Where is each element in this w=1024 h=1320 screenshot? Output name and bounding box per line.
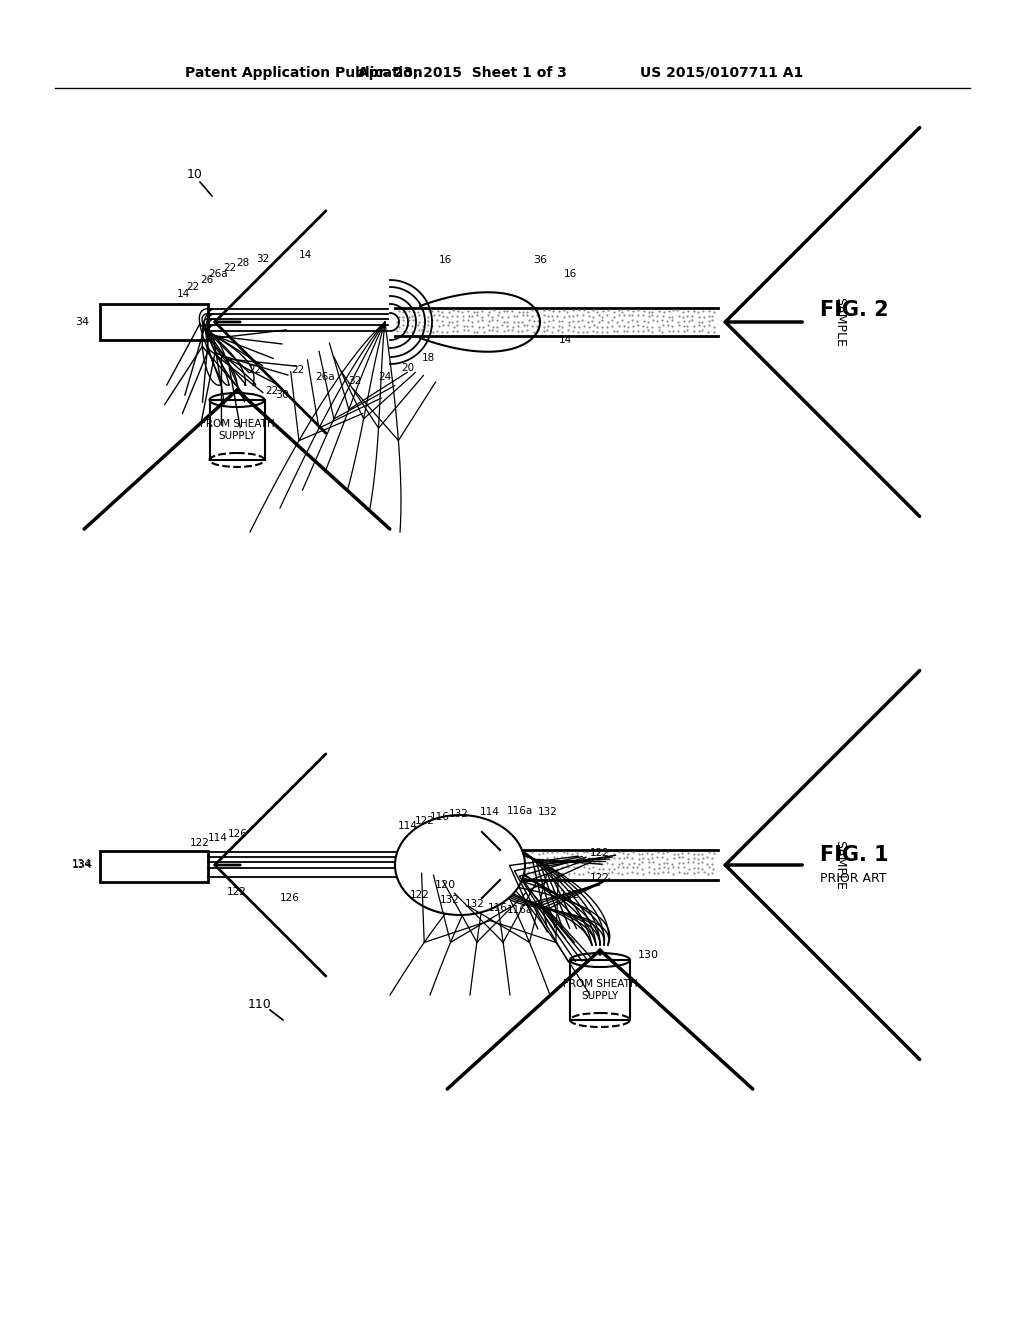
Text: 132: 132 (450, 809, 469, 818)
Text: 10: 10 (187, 169, 203, 181)
Text: 22: 22 (186, 282, 200, 292)
Text: FROM SHEATH
SUPPLY: FROM SHEATH SUPPLY (200, 420, 274, 441)
Text: 110: 110 (248, 998, 272, 1011)
Bar (570, 960, 630, 1020)
Text: FROM SHEATH
SUPPLY: FROM SHEATH SUPPLY (562, 979, 637, 1001)
Text: 26: 26 (201, 275, 214, 285)
Bar (100, 304, 208, 341)
Text: SAMPLE: SAMPLE (834, 840, 847, 890)
Text: 114: 114 (480, 807, 500, 817)
Text: 26a: 26a (315, 372, 335, 381)
Text: 130: 130 (638, 950, 659, 960)
Ellipse shape (395, 814, 525, 915)
Text: 122: 122 (190, 838, 210, 847)
Text: 16: 16 (563, 269, 577, 279)
Text: 116a: 116a (507, 807, 534, 816)
Text: 22: 22 (223, 263, 237, 273)
Text: 132: 132 (560, 890, 580, 900)
Text: 116: 116 (488, 903, 508, 913)
Text: PRIOR ART: PRIOR ART (820, 871, 887, 884)
Text: 18: 18 (421, 352, 434, 363)
Text: 126: 126 (280, 894, 300, 903)
Text: 28: 28 (237, 257, 250, 268)
Text: 122: 122 (590, 873, 610, 883)
Text: 114: 114 (398, 821, 418, 832)
Text: 26a: 26a (208, 269, 227, 279)
Text: 16: 16 (438, 255, 452, 265)
Text: 132: 132 (538, 807, 558, 817)
Bar (100, 851, 208, 882)
Text: FIG. 1: FIG. 1 (820, 845, 889, 865)
Text: 132: 132 (440, 895, 460, 906)
Text: 116a: 116a (507, 906, 534, 915)
Text: 122: 122 (590, 847, 610, 858)
Text: 32: 32 (256, 253, 269, 264)
Text: Apr. 23, 2015  Sheet 1 of 3: Apr. 23, 2015 Sheet 1 of 3 (358, 66, 567, 81)
Text: 22: 22 (292, 366, 304, 375)
Text: 30: 30 (275, 389, 289, 400)
Text: 14: 14 (298, 249, 311, 260)
Text: 134: 134 (72, 861, 92, 870)
Text: 116: 116 (430, 812, 450, 822)
Text: 14: 14 (558, 335, 571, 345)
Text: 22: 22 (249, 366, 261, 375)
Text: 36: 36 (534, 255, 547, 265)
Text: 22: 22 (265, 385, 279, 396)
Text: SAMPLE: SAMPLE (834, 297, 847, 347)
Text: 34: 34 (75, 317, 89, 327)
Text: 24: 24 (379, 372, 391, 381)
Text: 20: 20 (401, 363, 415, 374)
Text: 126: 126 (228, 829, 248, 840)
Text: FIG. 2: FIG. 2 (820, 300, 889, 319)
Text: 132: 132 (465, 899, 485, 909)
Text: 114: 114 (208, 833, 228, 843)
Text: 32: 32 (348, 376, 361, 385)
Bar (210, 400, 265, 459)
Text: 134: 134 (72, 859, 92, 869)
Text: Patent Application Publication: Patent Application Publication (185, 66, 423, 81)
Text: 14: 14 (176, 289, 189, 300)
Text: US 2015/0107711 A1: US 2015/0107711 A1 (640, 66, 803, 81)
Text: 120: 120 (434, 880, 456, 890)
Text: 122: 122 (415, 816, 435, 826)
Text: 122: 122 (410, 890, 430, 900)
Text: 122: 122 (227, 887, 247, 898)
